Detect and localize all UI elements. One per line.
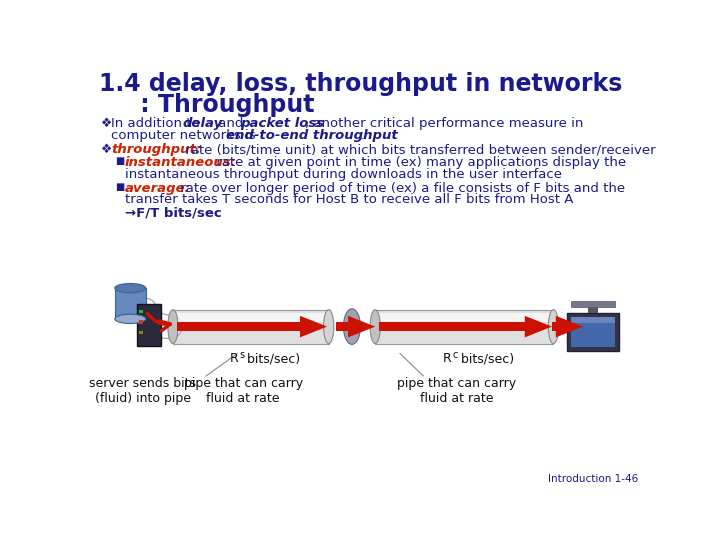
Text: pipe that can carry
fluid at rate: pipe that can carry fluid at rate xyxy=(397,377,516,404)
Bar xyxy=(570,316,616,347)
Bar xyxy=(173,309,329,343)
Text: average:: average: xyxy=(125,182,191,195)
Bar xyxy=(375,313,554,321)
Text: end-to-end throughput: end-to-end throughput xyxy=(226,129,398,141)
Text: s: s xyxy=(239,350,244,360)
Polygon shape xyxy=(525,316,552,338)
Bar xyxy=(375,309,554,343)
Bar xyxy=(114,288,145,319)
Bar xyxy=(552,322,556,331)
Text: : Throughput: : Throughput xyxy=(99,92,315,117)
Text: instantaneous throughput during downloads in the user interface: instantaneous throughput during download… xyxy=(125,168,562,181)
Ellipse shape xyxy=(114,284,145,293)
Ellipse shape xyxy=(114,314,145,323)
Bar xyxy=(336,322,348,331)
Ellipse shape xyxy=(370,309,380,343)
Text: delay: delay xyxy=(183,117,223,130)
Text: Introduction 1-46: Introduction 1-46 xyxy=(549,475,639,484)
Bar xyxy=(139,331,143,334)
Bar xyxy=(173,313,329,321)
Text: rate at given point in time (ex) many applications display the: rate at given point in time (ex) many ap… xyxy=(212,157,626,170)
FancyArrowPatch shape xyxy=(148,313,170,331)
Ellipse shape xyxy=(343,309,361,345)
Text: rate (bits/time unit) at which bits transferred between sender/receiver: rate (bits/time unit) at which bits tran… xyxy=(181,143,655,157)
Bar xyxy=(588,307,598,313)
Text: ❖: ❖ xyxy=(101,117,112,130)
Text: In addition to: In addition to xyxy=(111,117,204,130)
Text: ❖: ❖ xyxy=(101,143,112,157)
Ellipse shape xyxy=(549,309,559,343)
Text: , another critical performance measure in: , another critical performance measure i… xyxy=(305,117,584,130)
Text: pipe that can carry
fluid at rate: pipe that can carry fluid at rate xyxy=(184,377,302,404)
Polygon shape xyxy=(348,316,375,338)
Bar xyxy=(139,309,143,313)
Text: ■: ■ xyxy=(114,182,124,192)
Text: ■: ■ xyxy=(114,157,124,166)
Bar xyxy=(177,322,300,331)
FancyArrowPatch shape xyxy=(145,310,170,327)
Bar xyxy=(567,313,619,351)
Ellipse shape xyxy=(323,309,334,343)
Ellipse shape xyxy=(168,309,178,343)
Bar xyxy=(570,301,616,307)
Text: and: and xyxy=(214,117,248,130)
Text: computer networks is: computer networks is xyxy=(111,129,260,141)
Text: bits/sec): bits/sec) xyxy=(456,352,513,365)
Text: transfer takes T seconds for Host B to receive all F bits from Host A: transfer takes T seconds for Host B to r… xyxy=(125,193,573,206)
Bar xyxy=(139,320,143,323)
Bar xyxy=(570,316,616,323)
Text: R: R xyxy=(444,352,452,365)
Text: instantaneous:: instantaneous: xyxy=(125,157,237,170)
Text: packet loss: packet loss xyxy=(240,117,324,130)
Text: bits/sec): bits/sec) xyxy=(243,352,300,365)
Text: .: . xyxy=(359,129,364,141)
Text: throughput:: throughput: xyxy=(111,143,201,157)
Text: rate over longer period of time (ex) a file consists of F bits and the: rate over longer period of time (ex) a f… xyxy=(176,182,625,195)
FancyArrowPatch shape xyxy=(145,310,170,327)
Text: →F/T bits/sec: →F/T bits/sec xyxy=(125,206,222,219)
Text: 1.4 delay, loss, throughput in networks: 1.4 delay, loss, throughput in networks xyxy=(99,72,623,97)
Text: c: c xyxy=(453,350,458,360)
Polygon shape xyxy=(300,316,327,338)
Text: server sends bits
(fluid) into pipe: server sends bits (fluid) into pipe xyxy=(89,377,196,404)
Bar xyxy=(137,303,161,346)
Bar xyxy=(379,322,525,331)
Text: R: R xyxy=(230,352,238,365)
Polygon shape xyxy=(556,316,583,338)
